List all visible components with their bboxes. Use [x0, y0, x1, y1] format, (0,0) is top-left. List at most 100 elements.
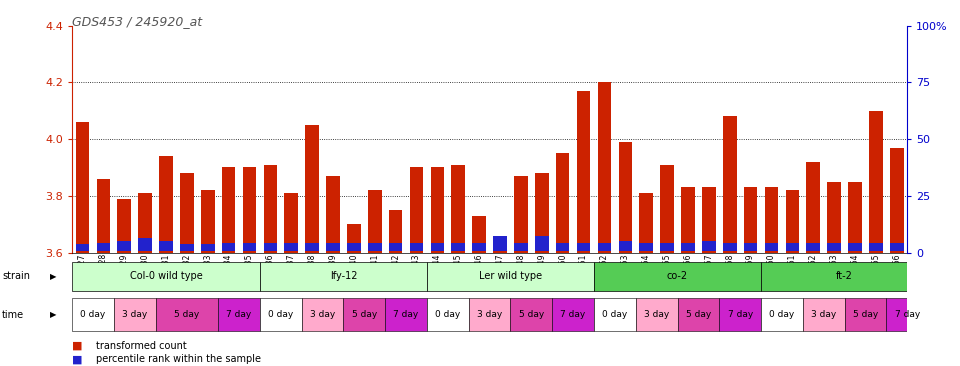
Text: percentile rank within the sample: percentile rank within the sample	[96, 354, 261, 365]
Bar	[264, 165, 277, 253]
Bar	[890, 147, 903, 253]
Bar	[472, 243, 486, 251]
Bar	[598, 82, 612, 253]
Bar	[243, 243, 256, 251]
Text: 7 day: 7 day	[895, 310, 920, 319]
Bar	[803, 298, 845, 331]
Bar	[427, 298, 468, 331]
Text: lfy-12: lfy-12	[329, 271, 357, 281]
Bar	[886, 298, 928, 331]
Bar	[218, 298, 260, 331]
Text: transformed count: transformed count	[96, 341, 187, 351]
Bar	[828, 182, 841, 253]
Bar	[410, 243, 423, 251]
Bar	[765, 187, 779, 253]
Bar	[159, 156, 173, 253]
Bar	[535, 173, 548, 253]
Text: co-2: co-2	[667, 271, 688, 281]
Bar	[222, 243, 235, 251]
Bar	[594, 298, 636, 331]
Bar	[719, 298, 761, 331]
Bar	[201, 244, 214, 251]
Bar	[556, 153, 569, 253]
Bar	[76, 244, 89, 251]
Bar	[385, 298, 427, 331]
Bar	[348, 243, 361, 251]
Bar	[535, 235, 548, 251]
Bar	[682, 243, 695, 251]
Bar	[660, 243, 674, 251]
Text: 7 day: 7 day	[394, 310, 419, 319]
Bar	[117, 241, 131, 251]
Bar	[344, 298, 385, 331]
Text: 5 day: 5 day	[852, 310, 878, 319]
Text: 5 day: 5 day	[351, 310, 377, 319]
Bar	[618, 241, 632, 251]
Bar	[431, 243, 444, 251]
Text: GDS453 / 245920_at: GDS453 / 245920_at	[72, 15, 203, 28]
Text: 0 day: 0 day	[435, 310, 461, 319]
Bar	[765, 243, 779, 251]
Bar	[301, 298, 344, 331]
Bar	[511, 298, 552, 331]
Text: 7 day: 7 day	[728, 310, 753, 319]
Bar	[427, 261, 594, 291]
Bar	[639, 243, 653, 251]
Text: 0 day: 0 day	[268, 310, 294, 319]
Bar	[594, 261, 761, 291]
Bar	[305, 243, 319, 251]
Text: ▶: ▶	[50, 310, 57, 319]
Text: ■: ■	[72, 354, 83, 365]
Bar	[156, 298, 218, 331]
Bar	[598, 243, 612, 251]
Bar	[243, 167, 256, 253]
Text: 3 day: 3 day	[477, 310, 502, 319]
Bar	[410, 167, 423, 253]
Bar	[451, 243, 465, 251]
Bar	[552, 298, 594, 331]
Bar	[72, 261, 260, 291]
Bar	[761, 261, 928, 291]
Bar	[744, 243, 757, 251]
Text: 7 day: 7 day	[561, 310, 586, 319]
Bar	[556, 243, 569, 251]
Bar	[117, 199, 131, 253]
Text: 3 day: 3 day	[122, 310, 147, 319]
Bar	[493, 238, 507, 253]
Bar	[845, 298, 886, 331]
Bar	[431, 167, 444, 253]
Bar	[723, 243, 736, 251]
Bar	[72, 298, 113, 331]
Bar	[305, 125, 319, 253]
Text: 5 day: 5 day	[685, 310, 711, 319]
Bar	[785, 190, 799, 253]
Text: 0 day: 0 day	[769, 310, 795, 319]
Bar	[869, 243, 882, 251]
Bar	[678, 298, 719, 331]
Bar	[744, 187, 757, 253]
Text: ft-2: ft-2	[836, 271, 853, 281]
Text: 7 day: 7 day	[227, 310, 252, 319]
Bar	[472, 216, 486, 253]
Bar	[180, 244, 194, 251]
Bar	[806, 243, 820, 251]
Text: 3 day: 3 day	[310, 310, 335, 319]
Bar	[849, 182, 862, 253]
Bar	[618, 142, 632, 253]
Text: 3 day: 3 day	[644, 310, 669, 319]
Bar	[389, 243, 402, 251]
Text: 0 day: 0 day	[81, 310, 106, 319]
Bar	[222, 167, 235, 253]
Text: 5 day: 5 day	[518, 310, 544, 319]
Bar	[660, 165, 674, 253]
Text: 0 day: 0 day	[602, 310, 628, 319]
Bar	[76, 122, 89, 253]
Bar	[389, 210, 402, 253]
Bar	[515, 243, 528, 251]
Bar	[138, 193, 152, 253]
Bar	[326, 176, 340, 253]
Bar	[97, 179, 110, 253]
Text: ■: ■	[72, 341, 83, 351]
Bar	[493, 235, 507, 251]
Bar	[577, 91, 590, 253]
